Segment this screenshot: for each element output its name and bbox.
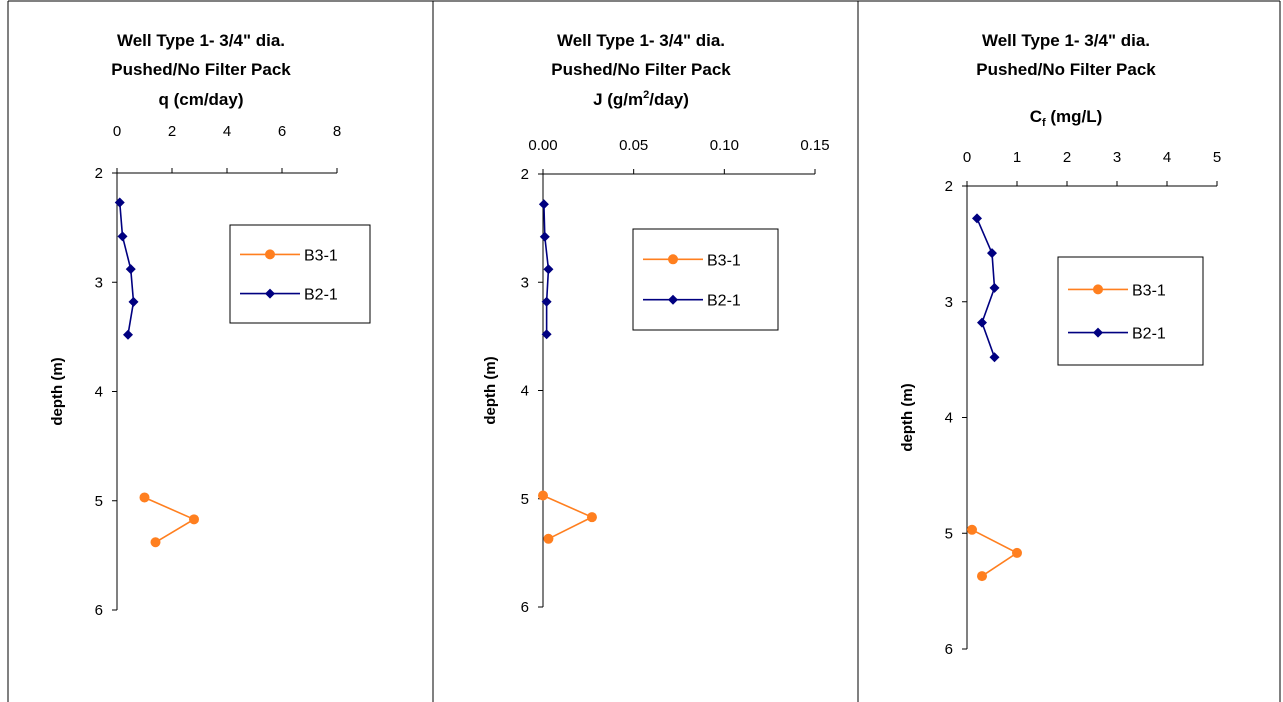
- y-tick-label: 5: [521, 491, 529, 508]
- data-point: [117, 231, 128, 242]
- x-tick-label: 0.10: [710, 137, 739, 154]
- y-tick-label: 3: [95, 274, 103, 291]
- chart-svg: Well Type 1- 3/4" dia. Pushed/No Filter P…: [899, 31, 1221, 658]
- chart-title-line: Well Type 1- 3/4" dia.: [557, 31, 725, 50]
- data-point: [977, 571, 987, 582]
- data-point: [123, 329, 133, 340]
- x-tick-label: 2: [1063, 149, 1071, 166]
- legend-marker: [265, 288, 275, 299]
- chart-svg: Well Type 1- 3/4" dia. Pushed/No Filter P…: [482, 31, 830, 616]
- x-tick-label: 6: [278, 123, 286, 140]
- y-tick-label: 3: [945, 294, 953, 311]
- x-tick-label: 0.15: [800, 137, 829, 154]
- data-point: [987, 248, 997, 259]
- data-point: [543, 264, 554, 275]
- legend-marker: [668, 294, 678, 305]
- y-tick-label: 4: [945, 410, 953, 427]
- legend-marker: [668, 254, 678, 265]
- legend-box: [1057, 256, 1204, 366]
- x-tick-label: 0: [113, 123, 121, 140]
- x-tick-label: 5: [1213, 149, 1221, 166]
- y-tick-label: 5: [945, 525, 953, 542]
- legend-box: [229, 224, 371, 324]
- data-point: [128, 296, 139, 307]
- data-point: [977, 317, 987, 328]
- data-point: [1012, 547, 1022, 558]
- data-point: [189, 514, 199, 525]
- y-axis-label: depth (m): [482, 356, 499, 424]
- series-line-b3-1: [542, 494, 594, 540]
- data-point: [538, 199, 549, 210]
- data-point: [586, 512, 597, 523]
- y-tick-label: 5: [95, 493, 103, 510]
- data-point: [967, 524, 977, 535]
- legend-marker: [1093, 327, 1103, 338]
- chart-title-line: Pushed/No Filter Pack: [111, 60, 291, 79]
- x-tick-label: 0.05: [619, 137, 648, 154]
- x-tick-label: 0: [963, 149, 971, 166]
- data-point: [972, 213, 982, 224]
- y-tick-label: 4: [95, 384, 103, 401]
- chart-title-line: Well Type 1- 3/4" dia.: [117, 31, 285, 50]
- y-tick-label: 2: [521, 166, 529, 183]
- y-axis-label: depth (m): [899, 383, 916, 451]
- x-tick-label: 3: [1113, 149, 1121, 166]
- data-point: [989, 352, 1000, 363]
- legend-label: B3-1: [304, 247, 338, 264]
- chart-title-line: Pushed/No Filter Pack: [976, 60, 1156, 79]
- chart-title-line: Well Type 1- 3/4" dia.: [982, 31, 1150, 50]
- y-axis-label: depth (m): [49, 357, 66, 425]
- data-point: [139, 492, 150, 503]
- series-line-b3-1: [971, 529, 1019, 577]
- data-point: [541, 296, 552, 307]
- data-point: [150, 537, 161, 548]
- data-point: [543, 533, 554, 544]
- chart-svg: Well Type 1- 3/4" dia. Pushed/No Filter P…: [49, 31, 371, 619]
- x-tick-label: 2: [168, 123, 176, 140]
- legend-marker: [265, 249, 275, 260]
- x-axis-label: q (cm/day): [158, 90, 243, 109]
- x-axis-label: J (g/m2/day): [593, 89, 689, 109]
- legend-marker: [1093, 284, 1103, 295]
- legend-label: B3-1: [707, 252, 741, 269]
- data-point: [114, 197, 125, 208]
- x-tick-label: 0.00: [528, 137, 557, 154]
- data-point: [539, 231, 550, 242]
- chart-panel-cf: Well Type 1- 3/4" dia. Pushed/No Filter P…: [858, 0, 1283, 702]
- series-line-b3-1: [144, 496, 196, 543]
- legend-label: B2-1: [304, 287, 338, 304]
- y-tick-label: 2: [945, 178, 953, 195]
- legend-box: [632, 228, 779, 331]
- x-tick-label: 4: [1163, 149, 1171, 166]
- y-tick-label: 4: [521, 383, 529, 400]
- chart-panel-q: Well Type 1- 3/4" dia. Pushed/No Filter P…: [0, 0, 433, 702]
- x-tick-label: 1: [1013, 149, 1021, 166]
- y-tick-label: 3: [521, 274, 529, 291]
- x-tick-label: 4: [223, 123, 231, 140]
- y-tick-label: 6: [945, 641, 953, 658]
- x-tick-label: 8: [333, 123, 341, 140]
- y-tick-label: 6: [521, 599, 529, 616]
- data-point: [541, 329, 552, 340]
- legend-label: B2-1: [1132, 326, 1166, 343]
- data-point: [989, 282, 1000, 293]
- legend-label: B2-1: [707, 293, 741, 310]
- y-tick-label: 2: [95, 165, 103, 182]
- legend-label: B3-1: [1132, 282, 1166, 299]
- y-tick-label: 6: [95, 602, 103, 619]
- data-point: [125, 264, 136, 275]
- x-axis-label: Cf (mg/L): [1030, 107, 1103, 129]
- chart-title-line: Pushed/No Filter Pack: [551, 60, 731, 79]
- data-point: [538, 490, 548, 501]
- chart-panel-j: Well Type 1- 3/4" dia. Pushed/No Filter P…: [433, 0, 858, 702]
